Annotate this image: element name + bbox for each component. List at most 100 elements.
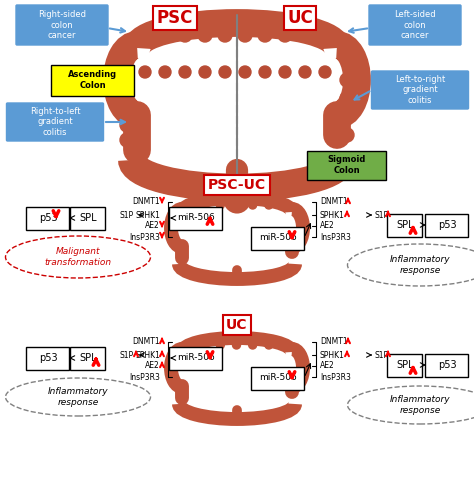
Circle shape [139,66,151,78]
Circle shape [120,133,134,147]
Circle shape [340,73,354,87]
Text: DNMT1: DNMT1 [132,197,160,206]
Circle shape [158,28,172,42]
Text: Sigmoid
Colon: Sigmoid Colon [328,156,366,175]
FancyBboxPatch shape [388,353,422,376]
Circle shape [218,28,232,42]
Circle shape [138,28,152,42]
Text: miR-506: miR-506 [177,214,215,223]
Circle shape [319,66,331,78]
Circle shape [249,201,256,209]
Circle shape [318,28,332,42]
Circle shape [200,341,208,349]
FancyBboxPatch shape [7,103,103,141]
FancyBboxPatch shape [71,206,106,229]
Text: p53: p53 [438,220,456,230]
Text: Malignant
transformation: Malignant transformation [45,247,111,267]
Text: PSC-UC: PSC-UC [208,178,266,192]
Circle shape [233,201,240,209]
Circle shape [200,201,208,209]
Circle shape [281,341,289,349]
Text: S1P: S1P [120,211,134,219]
Circle shape [198,28,212,42]
Circle shape [120,73,134,87]
Circle shape [340,91,354,105]
Circle shape [159,66,171,78]
Circle shape [184,201,192,209]
FancyBboxPatch shape [16,5,108,45]
Text: UC: UC [287,9,313,27]
Text: S1P: S1P [120,350,134,360]
Text: InsP3R3: InsP3R3 [129,372,160,382]
FancyBboxPatch shape [388,214,422,237]
Circle shape [259,66,271,78]
Text: DNMT1: DNMT1 [320,337,347,347]
Text: AE2: AE2 [145,361,160,371]
Text: InsP3R3: InsP3R3 [129,232,160,241]
FancyBboxPatch shape [308,151,386,180]
Text: p53: p53 [39,213,57,223]
Circle shape [265,201,273,209]
Text: InsP3R3: InsP3R3 [320,372,351,382]
Text: Left-to-right
gradient
colitis: Left-to-right gradient colitis [395,75,445,105]
Circle shape [239,66,251,78]
FancyBboxPatch shape [71,347,106,370]
Text: InsP3R3: InsP3R3 [320,232,351,241]
Text: Inflammatory
response: Inflammatory response [48,387,109,407]
Circle shape [120,88,134,102]
Circle shape [298,28,312,42]
Circle shape [199,66,211,78]
Text: SPL: SPL [79,353,97,363]
Text: DNMT1: DNMT1 [320,197,347,206]
Text: Ascending
Colon: Ascending Colon [68,70,118,90]
Text: Left-sided
colon
cancer: Left-sided colon cancer [394,10,436,40]
Text: SPHK1: SPHK1 [320,211,345,219]
Text: SPHK1: SPHK1 [320,350,345,360]
Text: SPL: SPL [396,220,414,230]
Text: SPL: SPL [396,360,414,370]
Text: Inflammatory
response: Inflammatory response [390,255,450,275]
FancyBboxPatch shape [252,227,304,250]
Text: PSC: PSC [157,9,193,27]
FancyBboxPatch shape [426,214,468,237]
FancyBboxPatch shape [369,5,461,45]
FancyBboxPatch shape [372,71,468,109]
Text: DNMT1: DNMT1 [132,337,160,347]
Circle shape [299,66,311,78]
Text: AE2: AE2 [320,361,335,371]
Text: UC: UC [226,318,248,332]
Circle shape [265,341,273,349]
FancyBboxPatch shape [27,347,70,370]
Circle shape [233,341,240,349]
Text: SPHK1: SPHK1 [135,350,160,360]
Text: miR-506: miR-506 [177,353,215,362]
Circle shape [279,66,291,78]
Circle shape [184,341,192,349]
FancyBboxPatch shape [27,206,70,229]
Circle shape [278,28,292,42]
FancyBboxPatch shape [170,206,222,229]
Text: Right-sided
colon
cancer: Right-sided colon cancer [38,10,86,40]
Text: p53: p53 [39,353,57,363]
Text: Inflammatory
response: Inflammatory response [390,396,450,415]
Text: S1P: S1P [375,211,389,219]
Text: AE2: AE2 [320,221,335,230]
FancyBboxPatch shape [426,353,468,376]
Circle shape [281,201,289,209]
Circle shape [216,341,224,349]
FancyBboxPatch shape [170,347,222,370]
Text: Right-to-left
gradient
colitis: Right-to-left gradient colitis [30,107,80,137]
Text: p53: p53 [438,360,456,370]
Text: miR-506: miR-506 [259,373,297,383]
Text: S1P: S1P [375,350,389,360]
FancyBboxPatch shape [252,367,304,389]
Circle shape [340,109,354,124]
FancyBboxPatch shape [52,64,135,96]
Text: SPHK1: SPHK1 [135,211,160,219]
Circle shape [258,28,272,42]
Circle shape [216,201,224,209]
Circle shape [120,103,134,117]
Circle shape [179,66,191,78]
Circle shape [249,341,256,349]
Text: SPL: SPL [79,213,97,223]
